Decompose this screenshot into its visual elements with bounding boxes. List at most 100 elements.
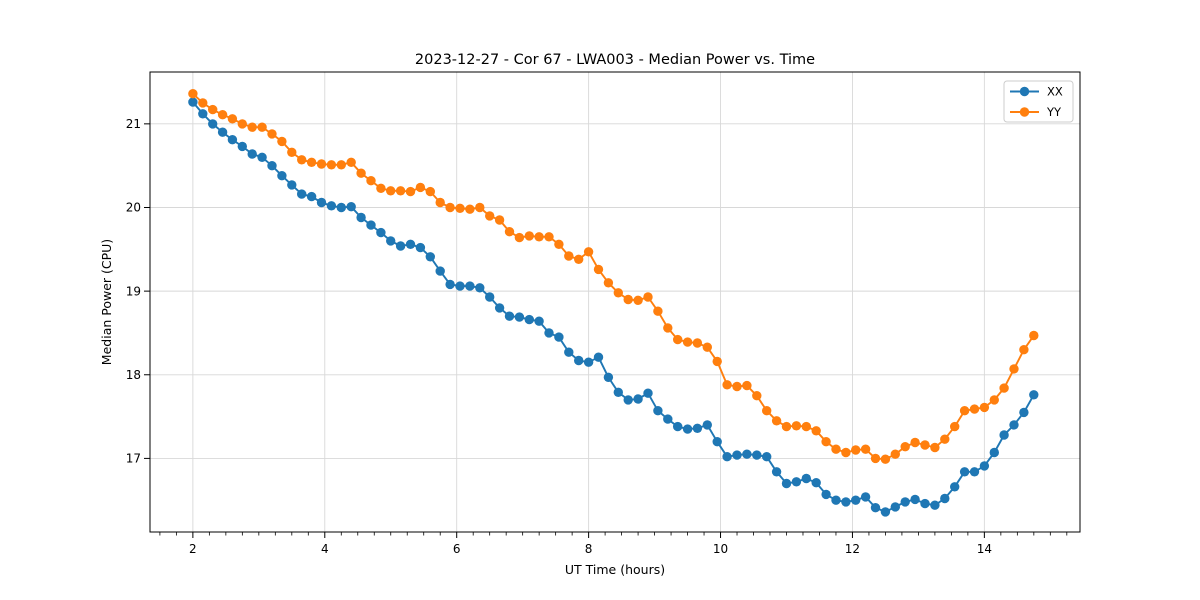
data-point [722, 380, 732, 390]
data-point [544, 328, 554, 338]
data-point [593, 264, 604, 275]
data-point [920, 498, 930, 509]
data-point [405, 239, 416, 249]
data-point [514, 312, 525, 322]
data-point [771, 467, 782, 477]
data-point [198, 109, 208, 119]
data-point [386, 186, 396, 196]
data-point [277, 171, 287, 181]
data-point [623, 294, 633, 305]
data-point [979, 461, 990, 471]
x-tick-label: 4 [321, 542, 329, 556]
data-point [583, 357, 594, 367]
data-point [692, 423, 703, 433]
data-point [514, 232, 525, 243]
data-point [969, 467, 980, 477]
data-point [930, 442, 940, 453]
data-point [475, 202, 485, 213]
data-point [287, 147, 297, 157]
data-point [267, 129, 277, 139]
legend-marker [1019, 107, 1030, 117]
data-point [247, 149, 257, 159]
data-point [564, 251, 574, 261]
data-point [217, 110, 228, 120]
data-point [712, 437, 722, 447]
data-point [376, 227, 386, 238]
data-point [366, 176, 376, 186]
data-point [237, 119, 247, 129]
x-axis-label: UT Time (hours) [565, 562, 665, 577]
data-point [900, 442, 910, 452]
data-point [722, 452, 732, 462]
data-point [504, 227, 515, 237]
data-point [851, 445, 861, 455]
x-tick-label: 6 [453, 542, 461, 556]
data-point [494, 303, 505, 313]
data-point [890, 502, 900, 512]
data-point [425, 186, 435, 197]
data-point [673, 334, 683, 345]
data-point [395, 241, 406, 251]
data-point [880, 507, 891, 517]
data-point [762, 452, 772, 462]
data-point [524, 314, 534, 325]
data-point [198, 98, 208, 108]
data-point [336, 202, 346, 213]
data-point [969, 404, 980, 414]
data-point [465, 281, 475, 291]
data-point [950, 482, 960, 492]
data-point [316, 197, 327, 208]
data-point [762, 406, 772, 416]
data-point [316, 159, 327, 169]
data-point [504, 311, 515, 321]
data-point [386, 236, 396, 246]
data-point [841, 447, 851, 458]
legend-marker [1019, 86, 1030, 97]
data-point [791, 421, 802, 431]
data-point [593, 352, 604, 362]
legend-label-XX: XX [1047, 85, 1063, 99]
data-point [900, 497, 910, 507]
data-point [485, 211, 495, 221]
data-point [1019, 345, 1029, 355]
data-point [534, 316, 544, 326]
data-series [188, 89, 1039, 517]
data-point [663, 323, 673, 333]
data-point [208, 119, 218, 129]
data-point [534, 232, 544, 242]
data-point [870, 503, 881, 513]
data-point [574, 254, 584, 264]
data-point [950, 421, 960, 432]
data-point [781, 478, 792, 489]
data-point [405, 186, 416, 197]
data-point [841, 497, 851, 507]
data-point [554, 332, 564, 342]
data-point [603, 372, 614, 382]
data-point [712, 356, 722, 367]
data-point [673, 421, 683, 432]
data-point [821, 437, 831, 447]
data-point [465, 204, 475, 214]
data-point [623, 395, 633, 405]
data-point [633, 394, 643, 404]
data-point [306, 191, 317, 202]
series-YY [188, 89, 1039, 464]
data-point [366, 220, 376, 230]
data-point [702, 420, 712, 430]
data-point [989, 395, 999, 405]
data-point [445, 202, 455, 213]
data-point [663, 414, 673, 424]
data-point [306, 157, 317, 167]
data-point [959, 467, 970, 477]
series-XX [188, 97, 1039, 517]
data-point [356, 212, 366, 223]
data-point [326, 160, 337, 170]
data-point [435, 266, 445, 276]
data-point [742, 380, 752, 391]
data-point [1009, 364, 1019, 374]
data-point [702, 342, 712, 352]
data-point [801, 473, 811, 484]
data-point [781, 421, 792, 432]
data-point [455, 203, 465, 213]
data-point [613, 288, 623, 298]
